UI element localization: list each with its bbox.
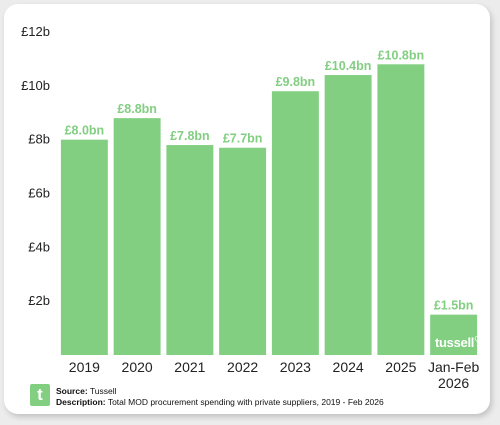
tussell-logo-icon: t [30,384,50,406]
x-tick-label: 2019 [69,359,100,375]
source-value: Tussell [89,386,117,396]
data-label: £9.8bn [276,75,316,89]
bar-2024 [324,75,372,356]
data-label: £1.5bn [434,299,474,313]
bar-2025 [377,64,425,356]
description-value: Total MOD procurement spending with priv… [107,397,384,407]
y-tick-label: £2b [28,293,50,308]
bar-2019 [60,139,108,355]
source-label: Source: [56,386,88,396]
y-tick-label: £8b [28,132,50,147]
bar-2020 [113,118,161,355]
bar-2022 [219,147,267,355]
x-tick-label: Jan-Feb [428,359,480,375]
x-tick-label: 2022 [227,359,258,375]
y-tick-label: £4b [28,239,50,254]
data-label: £7.7bn [223,132,263,146]
x-tick-label: 2021 [174,359,205,375]
tussell-watermark: tussell♡ [435,335,482,350]
x-tick-label: 2023 [280,359,311,375]
data-label: £10.4bn [325,59,372,73]
x-tick-label: 2020 [122,359,153,375]
x-tick-label: 2024 [333,359,364,375]
y-tick-label: £10b [21,78,50,93]
description-line: Description: Total MOD procurement spend… [56,397,384,407]
bar-2023 [271,91,319,355]
source-line: Source: Tussell [56,386,116,396]
description-label: Description: [56,397,106,407]
bar-2021 [166,145,214,355]
y-tick-label: £6b [28,186,50,201]
y-tick-label: £12b [21,24,50,39]
data-label: £8.8bn [117,102,157,116]
data-label: £7.8bn [170,129,210,143]
data-label: £8.0bn [65,124,105,138]
bar-Jan-Feb-2026 [430,314,478,355]
data-label: £10.8bn [378,48,425,62]
chart-footer: t Source: Tussell Description: Total MOD… [30,384,470,412]
x-tick-label: 2026 [438,375,469,391]
x-tick-label: 2025 [385,359,416,375]
